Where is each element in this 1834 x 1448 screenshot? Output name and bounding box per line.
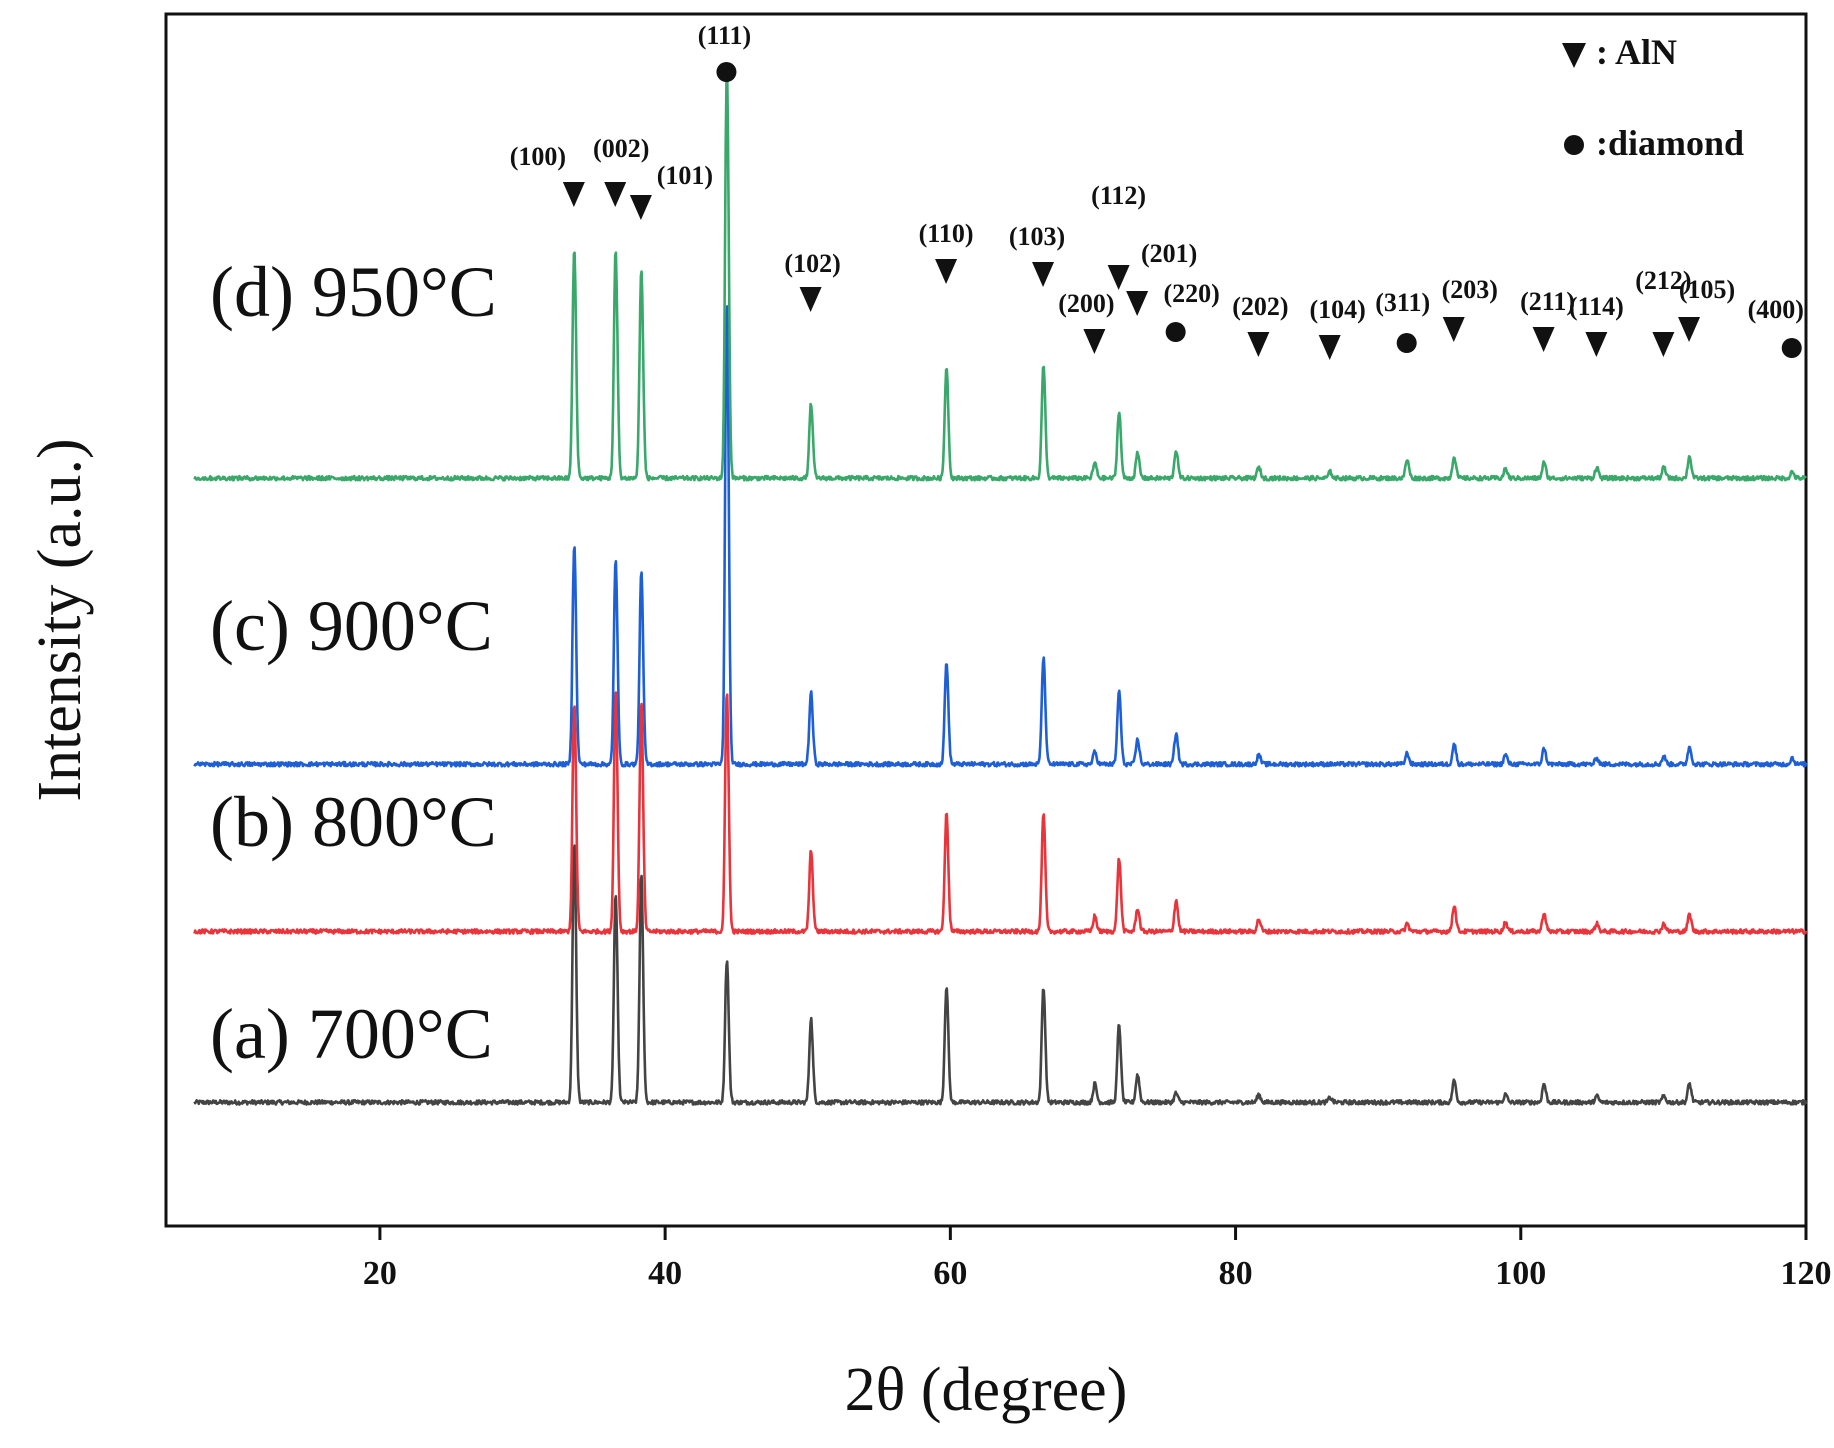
diamond-marker-111 bbox=[716, 62, 737, 82]
y-axis-title: Intensity (a.u.) bbox=[26, 438, 94, 801]
x-tick-label-120: 120 bbox=[1781, 1255, 1832, 1292]
aln-marker-202 bbox=[1247, 332, 1270, 357]
aln-marker-101 bbox=[629, 195, 652, 220]
aln-marker-200 bbox=[1083, 329, 1106, 354]
series-line-1 bbox=[193, 844, 1808, 1106]
aln-marker-211 bbox=[1532, 327, 1555, 352]
aln-marker-203 bbox=[1442, 317, 1465, 342]
hkl-label-200: (200) bbox=[1058, 289, 1114, 318]
aln-marker-110 bbox=[935, 259, 958, 284]
aln-marker-002 bbox=[604, 182, 627, 207]
hkl-label-105: (105) bbox=[1679, 275, 1735, 304]
hkl-label-101: (101) bbox=[657, 161, 713, 190]
x-axis-title: 2θ (degree) bbox=[845, 1356, 1128, 1424]
series-line-4 bbox=[193, 71, 1807, 482]
x-tick-label-40: 40 bbox=[648, 1255, 682, 1292]
hkl-label-100: (100) bbox=[510, 142, 566, 171]
hkl-label-400: (400) bbox=[1748, 295, 1804, 324]
legend-aln-label: : AlN bbox=[1596, 32, 1677, 72]
hkl-label-111: (111) bbox=[698, 21, 751, 50]
series-label-4: (d) 950°C bbox=[210, 252, 497, 332]
hkl-label-203: (203) bbox=[1442, 275, 1498, 304]
hkl-label-110: (110) bbox=[919, 219, 974, 248]
series-label-1: (a) 700°C bbox=[210, 994, 493, 1074]
diamond-marker-400 bbox=[1781, 338, 1802, 358]
hkl-label-103: (103) bbox=[1009, 222, 1065, 251]
legend: : AlN :diamond bbox=[1562, 32, 1744, 163]
series-label-2: (b) 800°C bbox=[210, 782, 497, 862]
phase-markers: (100) (002) (101) (111) (102) (110) (103) (200)… bbox=[510, 21, 1804, 360]
legend-diamond-label: :diamond bbox=[1596, 123, 1744, 163]
diamond-marker-220 bbox=[1165, 322, 1186, 342]
x-axis-ticks: 20 40 60 80 100 120 bbox=[363, 1226, 1832, 1292]
hkl-label-104: (104) bbox=[1310, 295, 1366, 324]
hkl-label-114: (114) bbox=[1569, 292, 1624, 321]
hkl-label-002: (002) bbox=[593, 134, 649, 163]
hkl-label-201: (201) bbox=[1141, 239, 1197, 268]
x-tick-label-60: 60 bbox=[933, 1255, 967, 1292]
hkl-label-220: (220) bbox=[1164, 279, 1220, 308]
aln-marker-104 bbox=[1318, 335, 1341, 360]
aln-marker-114 bbox=[1585, 332, 1608, 357]
plot-frame bbox=[164, 12, 1808, 1228]
x-tick-label-20: 20 bbox=[363, 1255, 397, 1292]
hkl-label-202: (202) bbox=[1232, 292, 1288, 321]
series-line-3 bbox=[193, 305, 1808, 768]
hkl-label-112: (112) bbox=[1091, 181, 1146, 210]
hkl-label-311: (311) bbox=[1375, 288, 1430, 317]
aln-marker-100 bbox=[562, 182, 585, 207]
aln-marker-201 bbox=[1126, 291, 1149, 316]
aln-marker-105 bbox=[1678, 317, 1701, 342]
series-line-2 bbox=[193, 691, 1808, 935]
aln-marker-102 bbox=[799, 287, 822, 312]
series-label-3: (c) 900°C bbox=[210, 586, 493, 666]
hkl-label-211: (211) bbox=[1520, 287, 1575, 316]
aln-marker-212 bbox=[1652, 332, 1675, 357]
hkl-label-212: (212) bbox=[1635, 266, 1691, 295]
x-tick-label-80: 80 bbox=[1219, 1255, 1253, 1292]
diamond-marker-311 bbox=[1396, 333, 1417, 353]
x-tick-label-100: 100 bbox=[1495, 1255, 1546, 1292]
series-group: (a) 700°C (b) 800°C (c) 900°C (d) 950°C bbox=[193, 71, 1808, 1106]
aln-marker-103 bbox=[1032, 262, 1055, 287]
hkl-label-102: (102) bbox=[784, 249, 840, 278]
legend-diamond-marker bbox=[1564, 135, 1584, 155]
legend-aln-marker bbox=[1562, 43, 1586, 68]
aln-marker-112 bbox=[1107, 265, 1130, 290]
